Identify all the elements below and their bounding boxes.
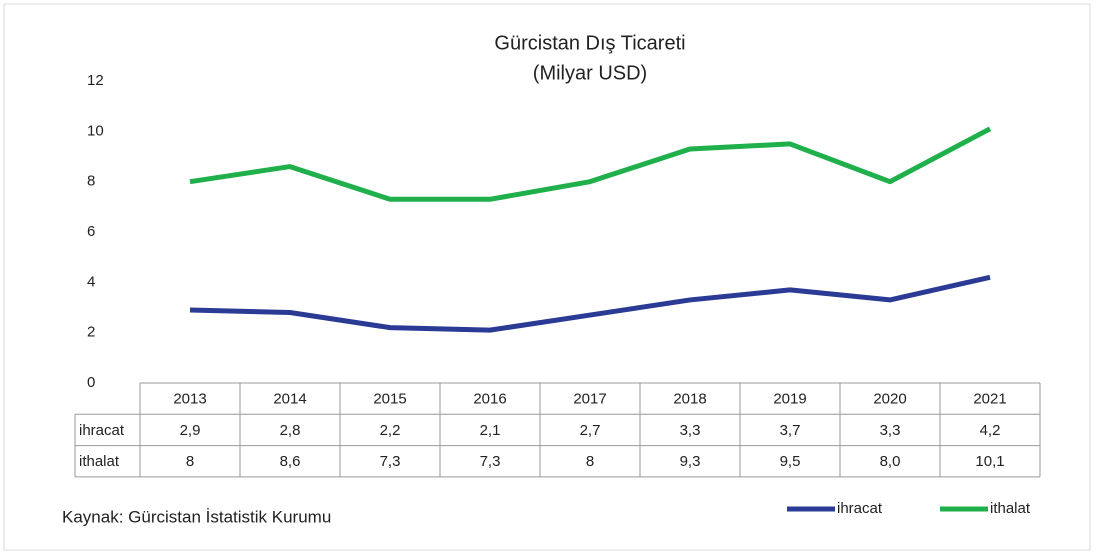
- table-value: 3,3: [680, 422, 701, 439]
- y-tick-label: 8: [87, 173, 95, 190]
- chart-subtitle: (Milyar USD): [533, 62, 647, 84]
- x-tick-label: 2020: [873, 391, 906, 408]
- table-row-label: ithalat: [79, 453, 120, 470]
- table-value: 8,6: [280, 453, 301, 470]
- y-tick-label: 2: [87, 324, 95, 341]
- legend-label: ihracat: [837, 500, 883, 517]
- y-tick-label: 4: [87, 273, 95, 290]
- x-tick-label: 2015: [373, 391, 406, 408]
- y-tick-label: 6: [87, 223, 95, 240]
- table-value: 9,3: [680, 453, 701, 470]
- table-value: 3,7: [780, 422, 801, 439]
- table-value: 7,3: [480, 453, 501, 470]
- y-tick-label: 10: [87, 122, 104, 139]
- x-tick-label: 2019: [773, 391, 806, 408]
- x-tick-label: 2016: [473, 391, 506, 408]
- table-value: 9,5: [780, 453, 801, 470]
- table-value: 2,1: [480, 422, 501, 439]
- table-value: 4,2: [980, 422, 1001, 439]
- source-note: Kaynak: Gürcistan İstatistik Kurumu: [62, 507, 331, 526]
- x-tick-label: 2018: [673, 391, 706, 408]
- x-tick-label: 2017: [573, 391, 606, 408]
- table-value: 8: [586, 453, 594, 470]
- y-tick-label: 0: [87, 374, 95, 391]
- chart-border: [3, 3, 1091, 551]
- x-tick-label: 2021: [973, 391, 1006, 408]
- table-value: 2,2: [380, 422, 401, 439]
- table-row-label: ihracat: [79, 422, 125, 439]
- table-value: 2,8: [280, 422, 301, 439]
- table-value: 2,7: [580, 422, 601, 439]
- table-value: 10,1: [975, 453, 1004, 470]
- x-tick-label: 2013: [173, 391, 206, 408]
- table-value: 2,9: [180, 422, 201, 439]
- series-line: [189, 274, 991, 333]
- table-value: 7,3: [380, 453, 401, 470]
- series-line: [189, 126, 992, 202]
- chart-title: Gürcistan Dış Ticareti: [494, 32, 685, 54]
- table-value: 8,0: [880, 453, 901, 470]
- y-tick-label: 12: [87, 72, 104, 89]
- x-tick-label: 2014: [273, 391, 306, 408]
- table-value: 8: [186, 453, 194, 470]
- table-value: 3,3: [880, 422, 901, 439]
- legend-label: ithalat: [990, 500, 1031, 517]
